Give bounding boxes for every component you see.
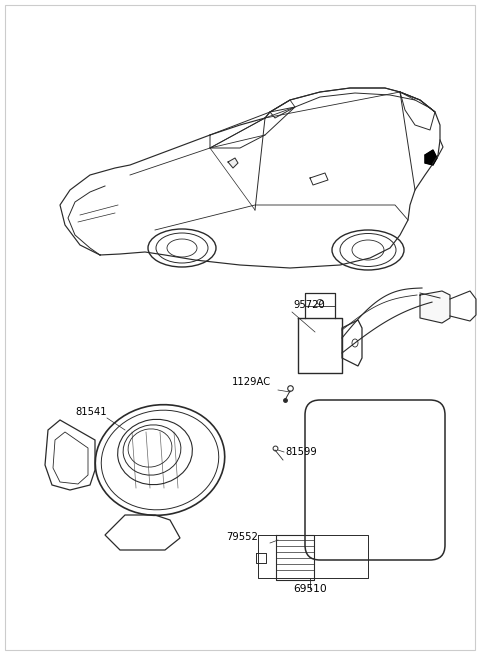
Polygon shape <box>420 291 450 323</box>
Text: 1129AC: 1129AC <box>232 377 271 387</box>
Text: 81541: 81541 <box>75 407 107 417</box>
Polygon shape <box>228 158 238 168</box>
Text: 69510: 69510 <box>293 584 327 594</box>
Text: 81599: 81599 <box>285 447 317 457</box>
Text: 79552: 79552 <box>226 532 258 542</box>
Text: 95720: 95720 <box>293 300 325 310</box>
Polygon shape <box>425 150 437 165</box>
